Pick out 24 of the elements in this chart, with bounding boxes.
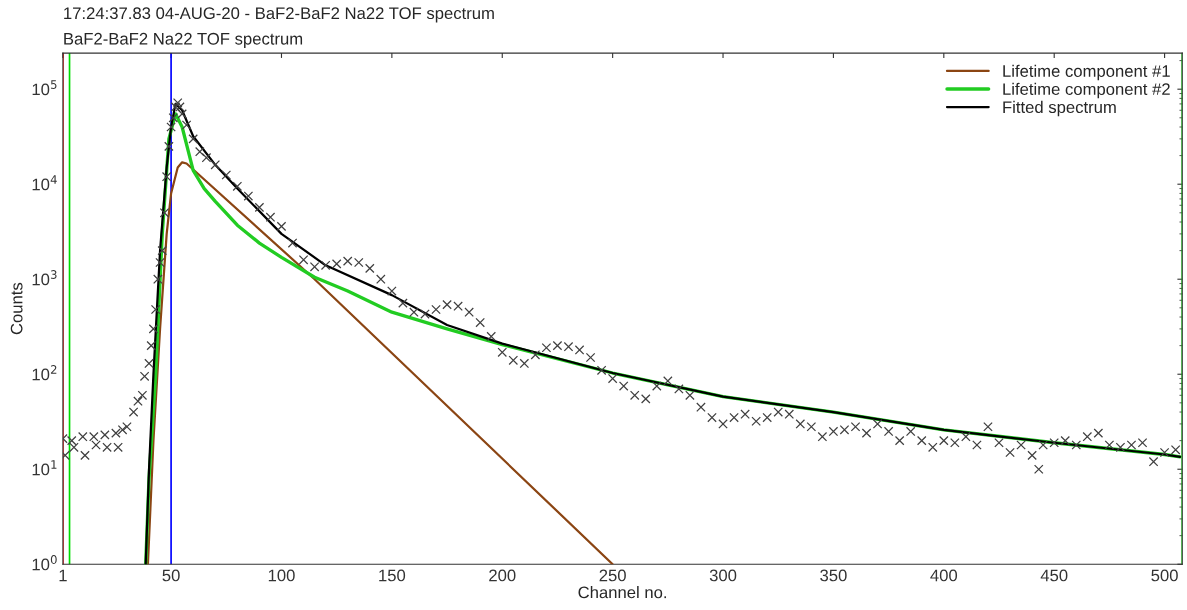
y-axis-title: Counts [10,282,23,335]
x-tick-label: 1 [59,569,67,582]
x-tick-label: 450 [1040,569,1068,582]
x-tick-label: 400 [930,569,958,582]
y-tick-label: 10$^{0}$ [32,555,57,571]
x-tick-label: 150 [379,569,406,582]
y-tick-label: 10$^{4}$ [32,175,57,191]
legend-label: Lifetime component #2 [1003,82,1170,99]
y-tick-label: 10$^{3}$ [32,270,57,286]
x-tick-label: 300 [709,569,737,582]
y-tick-label: 10$^{5}$ [32,80,57,96]
chart-title: 17:24:37.83 04-AUG-20 - BaF2-BaF2 Na22 TOF spectrum [64,7,494,23]
legend-label: Fitted spectrum [1003,100,1116,117]
x-tick-label: 350 [820,569,847,582]
x-tick-label: 250 [599,569,626,582]
chart-subtitle: BaF2-BaF2 Na22 TOF spectrum [64,32,303,48]
x-tick-label: 500 [1151,569,1178,582]
y-tick-label: 10$^{2}$ [32,365,57,381]
x-tick-label: 100 [268,569,295,582]
x-tick-label: 50 [162,569,180,582]
x-axis-title: Channel no. [578,586,667,599]
legend-label: Lifetime component #1 [1003,64,1170,81]
y-tick-label: 10$^{1}$ [32,460,57,476]
x-tick-label: 200 [489,569,516,582]
